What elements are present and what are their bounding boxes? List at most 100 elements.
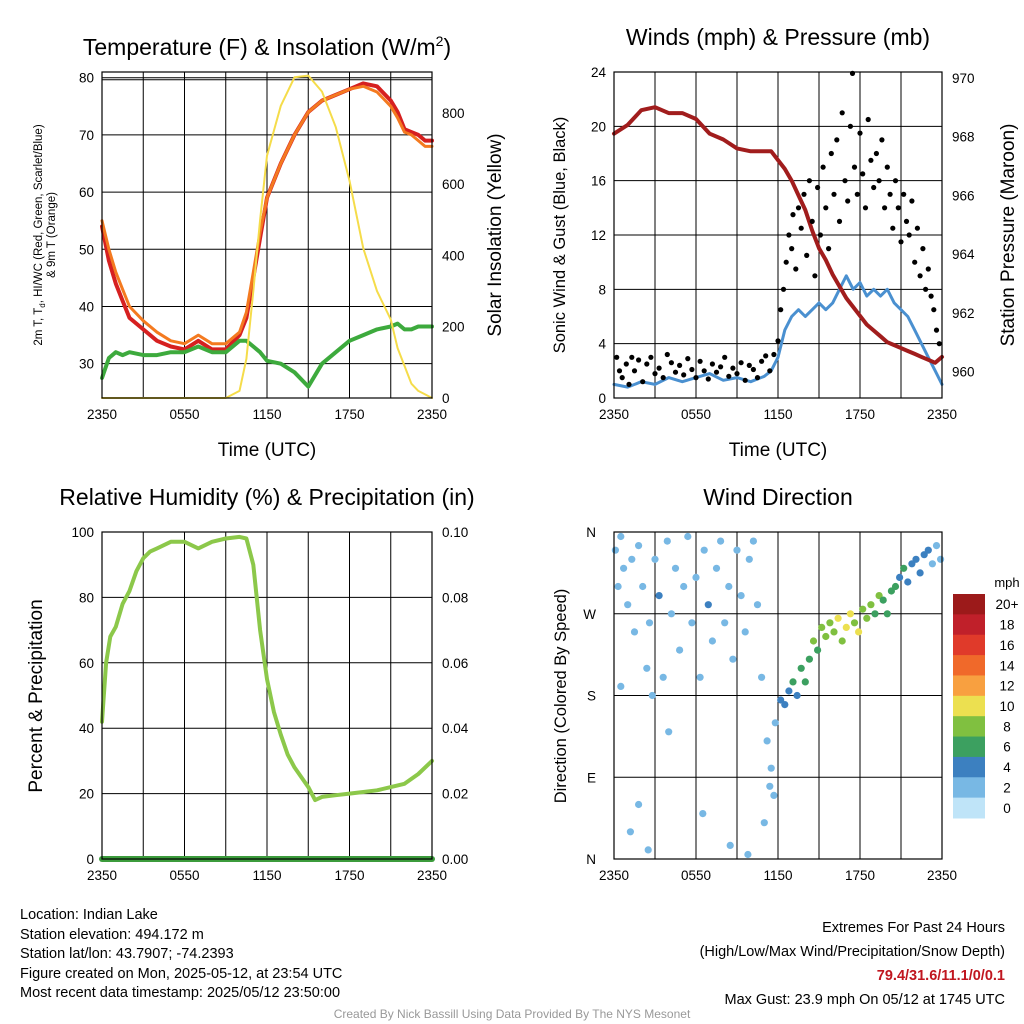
gust-point <box>693 375 699 381</box>
direction-point <box>659 673 667 681</box>
colorbar-swatch <box>953 777 985 799</box>
y-tick-label: 0 <box>598 391 606 406</box>
gust-point <box>933 327 940 333</box>
colorbar-swatch <box>953 655 985 676</box>
gust-point <box>882 205 888 211</box>
direction-point <box>700 546 708 554</box>
gust-point <box>640 379 646 385</box>
y-axis-label: Sonic Wind & Gust (Blue, Black) <box>551 117 569 354</box>
direction-point <box>896 573 904 582</box>
direction-point <box>904 578 912 586</box>
direction-point <box>871 610 879 618</box>
gust-point <box>876 178 882 184</box>
x-tick-label: 1150 <box>763 868 792 883</box>
direction-point <box>665 728 673 736</box>
direction-point <box>838 637 846 645</box>
station-info: Location: Indian Lake Station elevation:… <box>20 906 342 1004</box>
gust-point <box>660 375 666 381</box>
direction-point <box>801 678 809 686</box>
y-tick-label: E <box>587 770 596 785</box>
y-tick-label: 30 <box>79 357 94 372</box>
gust-point <box>668 360 675 366</box>
gust-point <box>931 307 937 313</box>
colorbar-label: 4 <box>1003 760 1011 775</box>
humidity-chart: Relative Humidity (%) & Precipitation (i… <box>26 484 475 883</box>
y2-tick-label: 400 <box>442 248 465 263</box>
gust-point <box>917 273 923 279</box>
y-tick-label: 40 <box>79 721 94 736</box>
recent-data-timestamp: Most recent data timestamp: 2025/05/12 2… <box>20 985 341 1001</box>
series-line-temp_9m <box>100 84 434 346</box>
direction-point <box>912 555 920 563</box>
credit-line: Created By Nick Bassill Using Data Provi… <box>333 1007 691 1021</box>
gust-point <box>705 376 711 382</box>
direction-point <box>846 610 855 618</box>
chart-title: Wind Direction <box>703 484 853 510</box>
direction-point <box>818 623 826 632</box>
colorbar-swatch <box>953 675 985 697</box>
y-tick-label: 100 <box>71 525 94 540</box>
gust-point <box>828 150 834 157</box>
colorbar-label: 14 <box>999 658 1015 673</box>
direction-point <box>777 696 785 704</box>
gust-point <box>834 137 840 143</box>
x-tick-label: 2350 <box>417 868 447 883</box>
colorbar-unit: mph <box>994 575 1019 590</box>
gust-point <box>842 178 848 184</box>
colorbar-swatch <box>953 634 985 656</box>
x-tick-label: 1750 <box>334 407 364 422</box>
direction-point <box>781 701 789 709</box>
direction-point <box>680 582 688 591</box>
colorbar-swatch <box>953 797 985 819</box>
x-tick-label: 0550 <box>681 868 711 883</box>
direction-point <box>626 828 635 836</box>
plot-frame <box>613 531 943 860</box>
direction-point <box>611 546 620 554</box>
gust-point <box>879 137 885 143</box>
x-tick-label: 2350 <box>417 407 447 422</box>
direction-point <box>766 782 774 790</box>
y2-tick-label: 800 <box>442 106 465 121</box>
gust-point <box>887 191 893 197</box>
gust-point <box>906 232 912 238</box>
direction-point <box>617 532 625 541</box>
x-tick-label: 2350 <box>927 407 957 422</box>
extremes-values: 79.4/31.6/11.1/0/0.1 <box>876 968 1005 984</box>
gust-point <box>689 366 695 373</box>
direction-point <box>744 850 752 859</box>
gust-point <box>631 368 638 374</box>
colorbar-label: 16 <box>999 638 1014 653</box>
colorbar-label: 8 <box>1003 719 1011 734</box>
gust-point <box>775 338 781 344</box>
y-tick-label: 60 <box>79 656 94 671</box>
direction-point <box>805 655 814 663</box>
series-line-rh <box>100 534 434 803</box>
gust-point <box>763 353 769 359</box>
direction-point <box>879 596 887 604</box>
x-tick-label: 2350 <box>87 407 117 422</box>
colorbar-swatch <box>953 756 985 778</box>
y2-axis-label: Solar Insolation (Yellow) <box>485 133 506 336</box>
gust-point <box>713 369 720 375</box>
extremes-panel: Extremes For Past 24 Hours (High/Low/Max… <box>700 916 1005 1012</box>
direction-point <box>688 619 696 627</box>
gust-point <box>750 366 757 373</box>
gust-point <box>851 164 858 170</box>
direction-point <box>916 569 924 577</box>
gust-point <box>786 232 792 238</box>
direction-point <box>924 546 932 554</box>
gust-point <box>857 130 863 136</box>
station-elevation: Station elevation: 494.172 m <box>20 926 204 943</box>
x-tick-label: 0550 <box>169 868 199 883</box>
gust-point <box>619 375 625 381</box>
direction-point <box>932 542 941 550</box>
y2-tick-label: 0.10 <box>442 525 468 540</box>
direction-point <box>708 637 717 645</box>
direction-point <box>733 546 741 554</box>
direction-point <box>789 678 797 686</box>
gust-point <box>616 368 623 374</box>
gust-point <box>778 307 784 313</box>
gust-point <box>746 362 752 368</box>
gust-point <box>767 368 773 374</box>
